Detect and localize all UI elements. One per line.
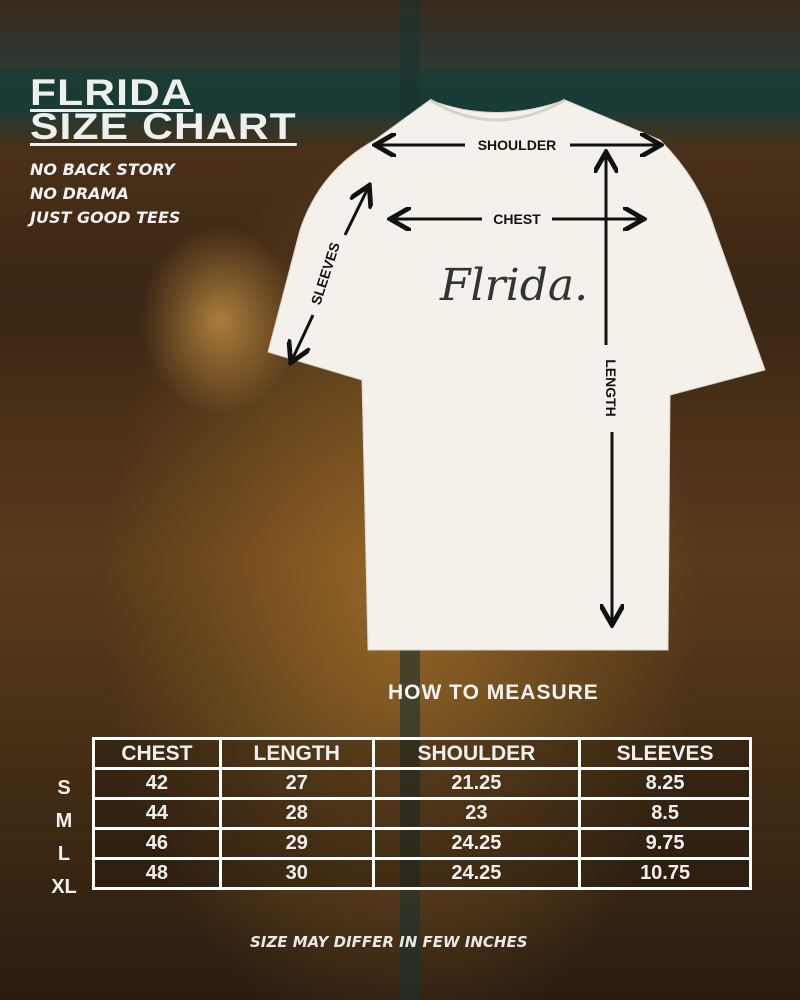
table-row: 44 28 23 8.5 xyxy=(92,797,752,830)
tshirt-shape xyxy=(267,99,766,651)
cell: 9.75 xyxy=(578,827,752,860)
header-shoulder: SHOULDER xyxy=(371,737,582,770)
cell: 42 xyxy=(92,767,222,800)
cell: 27 xyxy=(218,767,375,800)
size-s: S xyxy=(57,777,71,799)
table-row: 46 29 24.25 9.75 xyxy=(92,827,752,860)
table-row: 42 27 21.25 8.25 xyxy=(92,767,752,800)
logo-graphic: Flrida. xyxy=(439,260,588,311)
table-header-row: CHEST LENGTH SHOULDER SLEEVES xyxy=(92,737,752,770)
size-labels: S M L XL xyxy=(44,772,84,904)
chest-label: CHEST xyxy=(493,211,541,227)
collar xyxy=(429,98,566,122)
header-sleeves: SLEEVES xyxy=(578,737,752,770)
table-row: 48 30 24.25 10.75 xyxy=(92,857,752,890)
how-to-measure-heading: HOW TO MEASURE xyxy=(388,681,599,704)
tagline-2: NO DRAMA xyxy=(30,184,129,203)
tagline-1: NO BACK STORY xyxy=(30,160,175,179)
cell: 24.25 xyxy=(371,857,582,890)
cell: 10.75 xyxy=(578,857,752,890)
cell: 24.25 xyxy=(371,827,582,860)
cell: 28 xyxy=(218,797,375,830)
svg-text:Flrida.: Flrida. xyxy=(439,260,588,311)
cell: 48 xyxy=(92,857,222,890)
cell: 23 xyxy=(371,797,582,830)
size-l: L xyxy=(57,843,71,865)
cell: 44 xyxy=(92,797,222,830)
cell: 29 xyxy=(218,827,375,860)
cell: 8.25 xyxy=(578,767,752,800)
size-xl: XL xyxy=(51,876,77,898)
brand-title: FLRIDA xyxy=(30,72,193,113)
shoulder-label: SHOULDER xyxy=(478,137,557,153)
cell: 46 xyxy=(92,827,222,860)
tagline-3: JUST GOOD TEES xyxy=(30,208,181,227)
tshirt-diagram: Flrida. SHOULDER CHEST LENGTH SLEEVES xyxy=(267,98,766,651)
footer-note: SIZE MAY DIFFER IN FEW INCHES xyxy=(250,933,528,951)
size-table: CHEST LENGTH SHOULDER SLEEVES 42 27 21.2… xyxy=(92,737,752,890)
header-length: LENGTH xyxy=(218,737,375,770)
cell: 30 xyxy=(218,857,375,890)
cell: 8.5 xyxy=(578,797,752,830)
cell: 21.25 xyxy=(371,767,582,800)
sleeves-arrow xyxy=(343,188,368,236)
length-label: LENGTH xyxy=(603,359,619,417)
size-chart-title: SIZE CHART xyxy=(30,106,297,147)
header-chest: CHEST xyxy=(92,737,222,770)
size-m: M xyxy=(55,810,73,832)
